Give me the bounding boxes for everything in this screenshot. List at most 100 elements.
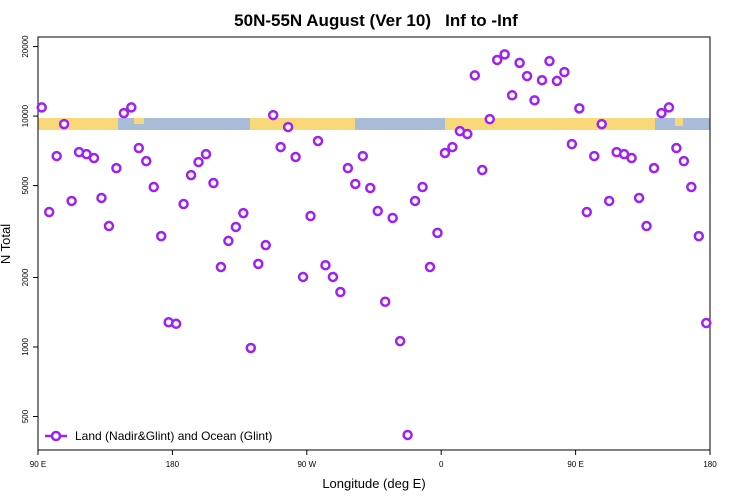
data-point <box>536 74 548 86</box>
y-axis-label: N Total <box>0 224 13 264</box>
y-tick-label: 500 <box>21 409 30 423</box>
data-point <box>245 342 257 354</box>
data-point <box>43 206 55 218</box>
data-point <box>51 150 62 162</box>
data-point <box>290 151 301 163</box>
data-point <box>686 181 697 193</box>
x-tick-label: 90 E <box>30 460 46 469</box>
data-point <box>693 230 705 242</box>
data-point <box>342 162 354 174</box>
data-point <box>133 142 145 154</box>
data-point <box>282 121 294 133</box>
data-point <box>379 296 391 307</box>
data-point <box>178 198 189 210</box>
data-point <box>701 317 712 329</box>
data-point <box>185 169 197 181</box>
data-point <box>260 239 271 251</box>
data-point <box>462 128 473 140</box>
data-point <box>514 57 525 69</box>
data-point <box>335 286 346 298</box>
data-point <box>238 207 249 219</box>
y-tick-label: 5000 <box>21 176 30 194</box>
data-point <box>506 90 518 101</box>
data-point <box>357 150 369 162</box>
data-point <box>641 220 652 232</box>
data-point <box>126 102 137 113</box>
data-point <box>141 155 152 167</box>
data-point <box>581 206 593 218</box>
data-point <box>574 103 585 114</box>
data-point <box>559 66 570 78</box>
data-point <box>193 156 204 168</box>
data-point <box>589 150 600 162</box>
data-point <box>223 235 234 247</box>
data-point <box>566 138 578 150</box>
data-point <box>424 261 436 273</box>
legend-marker <box>50 430 62 442</box>
data-point <box>447 141 458 153</box>
data-point <box>111 162 122 174</box>
data-point <box>155 230 167 242</box>
data-point <box>521 70 533 82</box>
data-point <box>170 318 182 330</box>
data-point <box>387 212 398 224</box>
data-point <box>103 220 115 232</box>
data-point <box>253 258 264 270</box>
data-point <box>544 55 555 67</box>
data-point <box>312 135 324 147</box>
data-point <box>372 205 383 217</box>
data-point <box>148 181 159 193</box>
x-axis-label: Longitude (deg E) <box>322 476 425 491</box>
data-point <box>678 155 690 167</box>
data-point <box>305 210 316 222</box>
y-tick-label: 10000 <box>21 104 30 127</box>
data-point <box>200 148 212 160</box>
x-tick-label: 0 <box>439 460 444 469</box>
data-point <box>402 429 413 441</box>
data-point <box>66 195 77 207</box>
data-point <box>36 102 47 113</box>
x-tick-label: 90 E <box>567 460 583 469</box>
chart-title: 50N-55N August (Ver 10) Inf to -Inf <box>234 11 518 30</box>
data-point <box>118 107 130 119</box>
data-point <box>417 181 428 193</box>
y-tick-label: 1000 <box>21 338 30 356</box>
data-point <box>648 162 660 174</box>
data-point <box>208 177 219 189</box>
data-point <box>267 109 279 121</box>
data-point <box>469 70 481 81</box>
data-point <box>88 152 100 164</box>
data-point <box>656 107 667 119</box>
data-point <box>365 182 376 194</box>
data-point <box>320 259 331 271</box>
legend-label: Land (Nadir&Glint) and Ocean (Glint) <box>75 429 272 443</box>
data-point <box>529 95 540 106</box>
data-point <box>626 152 637 164</box>
data-point <box>350 178 361 190</box>
data-point <box>491 54 503 66</box>
data-point <box>633 192 645 204</box>
data-point <box>671 142 682 154</box>
data-point <box>409 195 421 207</box>
data-point <box>96 192 107 204</box>
data-point <box>439 147 451 159</box>
data-point <box>484 113 495 125</box>
plot-frame <box>37 36 711 451</box>
data-point <box>327 271 339 283</box>
data-point <box>215 261 227 273</box>
data-point <box>603 195 615 207</box>
data-point <box>58 118 70 130</box>
data-point <box>275 141 286 153</box>
x-tick-label: 180 <box>703 460 717 469</box>
y-tick-label: 20000 <box>21 35 30 58</box>
data-point <box>663 102 675 113</box>
data-point <box>297 271 309 283</box>
data-point <box>551 75 563 87</box>
data-point <box>432 227 443 239</box>
y-tick-label: 2000 <box>21 268 30 286</box>
data-point <box>477 164 488 176</box>
data-point <box>499 49 510 60</box>
data-point <box>596 118 607 130</box>
x-tick-label: 90 W <box>297 460 316 469</box>
